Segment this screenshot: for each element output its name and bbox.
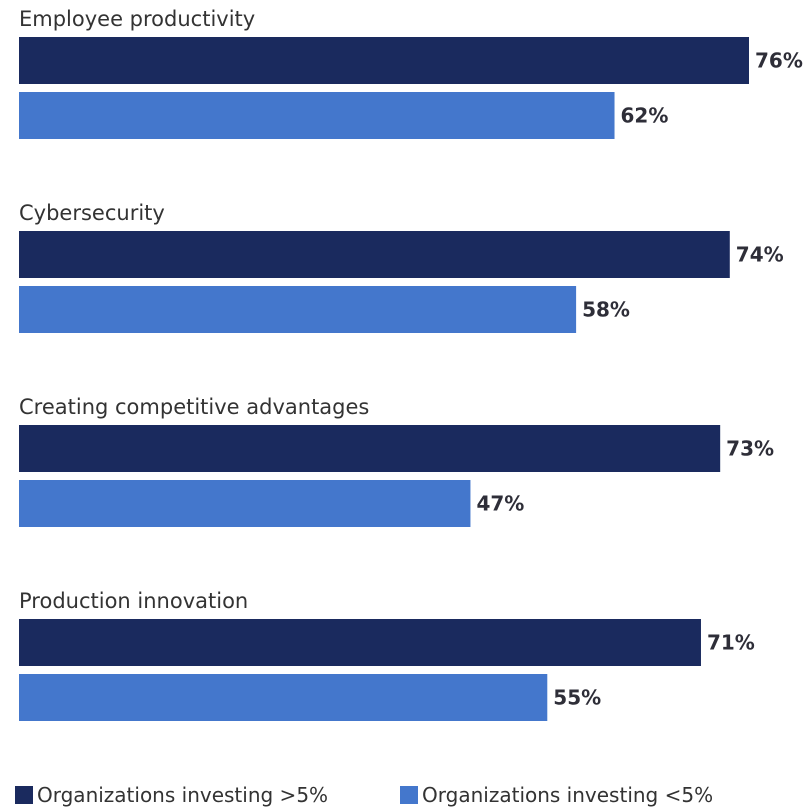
- bar-above-5: [19, 425, 721, 472]
- value-label: 76%: [755, 49, 803, 73]
- value-label: 58%: [582, 298, 630, 322]
- value-label: 55%: [553, 686, 601, 710]
- value-label: 71%: [707, 631, 755, 655]
- value-label: 73%: [726, 437, 774, 461]
- bar-below-5: [19, 674, 548, 721]
- legend-swatch-below-5: [400, 786, 419, 804]
- bar-above-5: [19, 231, 730, 278]
- legend-item-above-5: Organizations investing >5%: [15, 783, 328, 807]
- bar-above-5: [19, 37, 749, 84]
- value-label: 74%: [736, 243, 784, 267]
- bar-chart: Employee productivity 76% 62% Cybersecurity…: [19, 7, 803, 721]
- bar-below-5: [19, 92, 615, 139]
- category-group: Employee productivity 76% 62%: [19, 7, 803, 139]
- category-group: Production innovation 71% 55%: [19, 589, 755, 721]
- category-label: Production innovation: [19, 589, 248, 613]
- legend-label-below-5: Organizations investing <5%: [422, 783, 714, 807]
- chart-legend: Organizations investing >5% Organization…: [15, 783, 805, 807]
- legend-label-above-5: Organizations investing >5%: [37, 783, 329, 807]
- value-label: 62%: [621, 104, 669, 128]
- legend-swatch-above-5: [15, 786, 33, 804]
- category-label: Cybersecurity: [19, 201, 165, 225]
- category-group: Cybersecurity 74% 58%: [19, 201, 784, 333]
- category-group: Creating competitive advantages 73% 47%: [19, 395, 774, 527]
- value-label: 47%: [476, 492, 524, 516]
- category-label: Creating competitive advantages: [19, 395, 369, 419]
- legend-item-below-5: Organizations investing <5%: [400, 783, 713, 807]
- bar-above-5: [19, 619, 701, 666]
- bar-below-5: [19, 286, 577, 333]
- category-label: Employee productivity: [19, 7, 255, 31]
- bar-below-5: [19, 480, 471, 527]
